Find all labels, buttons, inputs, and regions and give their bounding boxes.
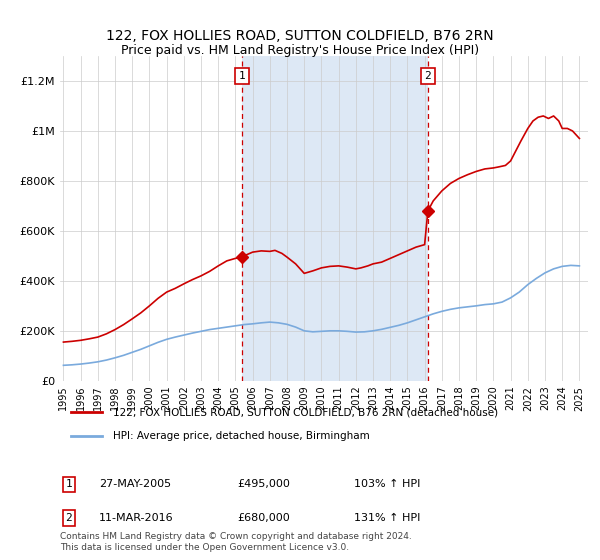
Text: Contains HM Land Registry data © Crown copyright and database right 2024.
This d: Contains HM Land Registry data © Crown c… bbox=[60, 532, 412, 552]
Text: 2: 2 bbox=[65, 513, 73, 523]
Text: Price paid vs. HM Land Registry's House Price Index (HPI): Price paid vs. HM Land Registry's House … bbox=[121, 44, 479, 57]
Text: 2: 2 bbox=[425, 71, 431, 81]
Text: 1: 1 bbox=[239, 71, 245, 81]
Text: 103% ↑ HPI: 103% ↑ HPI bbox=[354, 479, 421, 489]
Text: 122, FOX HOLLIES ROAD, SUTTON COLDFIELD, B76 2RN (detached house): 122, FOX HOLLIES ROAD, SUTTON COLDFIELD,… bbox=[113, 408, 498, 418]
Text: 11-MAR-2016: 11-MAR-2016 bbox=[99, 513, 173, 523]
Text: HPI: Average price, detached house, Birmingham: HPI: Average price, detached house, Birm… bbox=[113, 431, 370, 441]
Text: 27-MAY-2005: 27-MAY-2005 bbox=[99, 479, 171, 489]
Text: 1: 1 bbox=[65, 479, 73, 489]
Text: £680,000: £680,000 bbox=[237, 513, 290, 523]
Text: 131% ↑ HPI: 131% ↑ HPI bbox=[354, 513, 421, 523]
Text: £495,000: £495,000 bbox=[237, 479, 290, 489]
Text: 122, FOX HOLLIES ROAD, SUTTON COLDFIELD, B76 2RN: 122, FOX HOLLIES ROAD, SUTTON COLDFIELD,… bbox=[106, 29, 494, 44]
Bar bbox=[242, 56, 428, 381]
